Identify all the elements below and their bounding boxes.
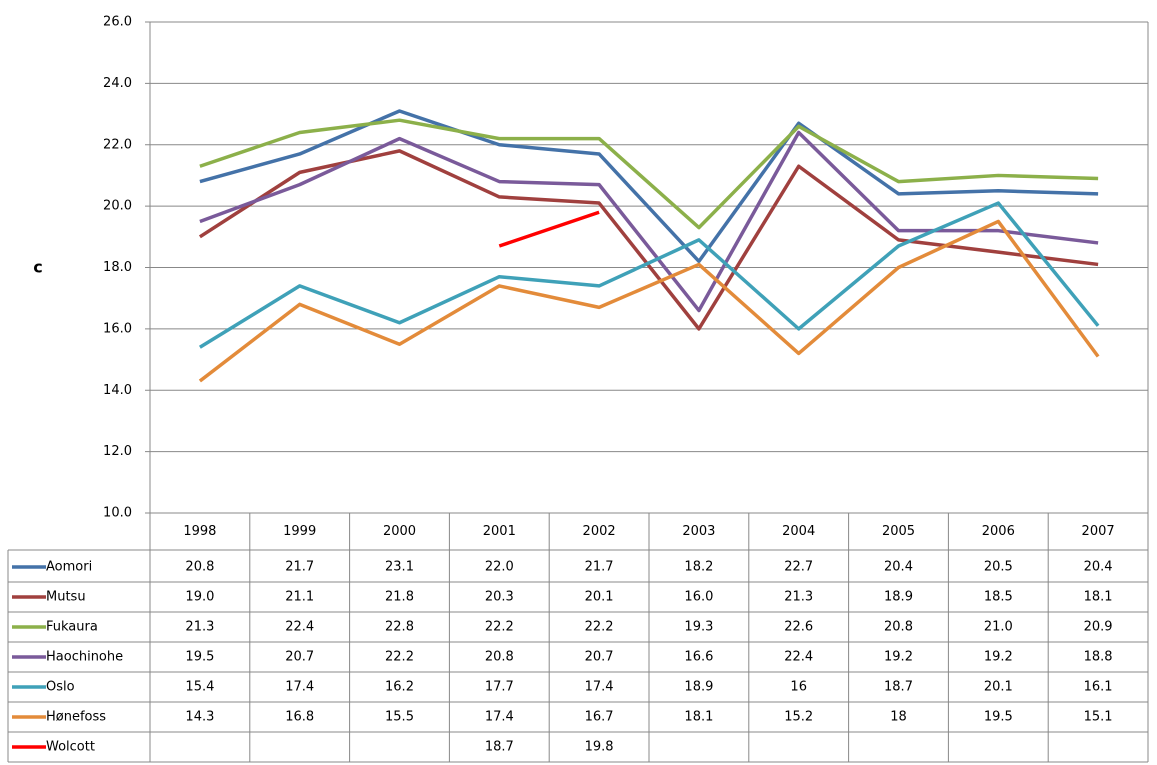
table-value: 22.2: [585, 620, 614, 635]
table-value: 22.4: [784, 650, 813, 665]
table-value: 21.7: [585, 560, 614, 575]
table-value: 19.0: [185, 590, 214, 605]
table-value: 17.4: [285, 680, 314, 695]
table-value: 16.0: [684, 590, 713, 605]
table-value: 18.2: [684, 560, 713, 575]
table-value: 19.2: [884, 650, 913, 665]
table-value: 18.9: [684, 680, 713, 695]
y-tick-label: 14.0: [103, 383, 132, 398]
table-value: 21.3: [784, 590, 813, 605]
table-value: 22.8: [385, 620, 414, 635]
x-tick-label: 2005: [882, 524, 915, 539]
table-value: 15.1: [1084, 710, 1113, 725]
table-value: 23.1: [385, 560, 414, 575]
table-value: 19.2: [984, 650, 1013, 665]
table-value: 21.1: [285, 590, 314, 605]
table-value: 14.3: [185, 710, 214, 725]
table-value: 22.4: [285, 620, 314, 635]
table-value: 21.7: [285, 560, 314, 575]
table-value: 15.4: [185, 680, 214, 695]
x-tick-label: 2007: [1082, 524, 1115, 539]
legend-label: Oslo: [46, 680, 75, 695]
table-value: 17.7: [485, 680, 514, 695]
y-tick-label: 24.0: [103, 76, 132, 91]
table-value: 22.7: [784, 560, 813, 575]
series-line: [199, 118, 1099, 230]
table-value: 20.7: [285, 650, 314, 665]
table-value: 19.5: [984, 710, 1013, 725]
table-value: 17.4: [485, 710, 514, 725]
table-value: 22.0: [485, 560, 514, 575]
legend-label: Fukaura: [46, 620, 98, 635]
y-tick-label: 12.0: [103, 444, 132, 459]
series-line: [199, 130, 1099, 313]
series-line: [498, 210, 600, 248]
x-tick-label: 2002: [583, 524, 616, 539]
table-value: 15.2: [784, 710, 813, 725]
table-value: 16.8: [285, 710, 314, 725]
table-value: 19.8: [585, 740, 614, 755]
table-value: 20.4: [884, 560, 913, 575]
x-tick-label: 2003: [682, 524, 715, 539]
table-value: 18.1: [1084, 590, 1113, 605]
table-value: 19.5: [185, 650, 214, 665]
table-value: 16: [790, 680, 807, 695]
x-tick-label: 2001: [483, 524, 516, 539]
table-value: 16.2: [385, 680, 414, 695]
table-value: 16.7: [585, 710, 614, 725]
series-line: [198, 219, 1100, 383]
table-value: 17.4: [585, 680, 614, 695]
table-value: 18.7: [485, 740, 514, 755]
table-value: 16.1: [1084, 680, 1113, 695]
table-value: 20.3: [485, 590, 514, 605]
legend-label: Mutsu: [46, 590, 86, 605]
table-value: 18.1: [684, 710, 713, 725]
table-value: 18.9: [884, 590, 913, 605]
table-value: 20.5: [984, 560, 1013, 575]
series-line: [199, 109, 1099, 264]
x-tick-label: 2004: [782, 524, 815, 539]
table-value: 22.6: [784, 620, 813, 635]
x-tick-label: 2006: [982, 524, 1015, 539]
table-value: 18: [890, 710, 907, 725]
table-value: 16.6: [684, 650, 713, 665]
y-tick-label: 26.0: [103, 15, 132, 30]
table-value: 20.9: [1084, 620, 1113, 635]
table-value: 21.8: [385, 590, 414, 605]
legend-label: Hønefoss: [46, 710, 106, 725]
y-tick-label: 18.0: [103, 260, 132, 275]
y-tick-label: 22.0: [103, 137, 132, 152]
table-value: 20.8: [884, 620, 913, 635]
table-value: 22.2: [485, 620, 514, 635]
table-value: 20.7: [585, 650, 614, 665]
y-tick-label: 20.0: [103, 199, 132, 214]
table-value: 21.3: [185, 620, 214, 635]
y-tick-label: 10.0: [103, 506, 132, 521]
y-axis-label: c: [33, 258, 42, 277]
table-value: 19.3: [684, 620, 713, 635]
x-tick-label: 1999: [283, 524, 316, 539]
series-line: [198, 201, 1100, 349]
table-value: 22.2: [385, 650, 414, 665]
table-value: 18.7: [884, 680, 913, 695]
x-tick-label: 2000: [383, 524, 416, 539]
x-tick-label: 1998: [183, 524, 216, 539]
table-value: 18.5: [984, 590, 1013, 605]
table-value: 20.1: [585, 590, 614, 605]
legend-label: Haochinohe: [46, 650, 123, 665]
table-value: 20.8: [485, 650, 514, 665]
table-value: 18.8: [1084, 650, 1113, 665]
legend-label: Wolcott: [46, 740, 95, 755]
table-value: 20.4: [1084, 560, 1113, 575]
table-value: 20.1: [984, 680, 1013, 695]
table-value: 20.8: [185, 560, 214, 575]
table-value: 15.5: [385, 710, 414, 725]
table-value: 21.0: [984, 620, 1013, 635]
legend-label: Aomori: [46, 560, 92, 575]
y-tick-label: 16.0: [103, 321, 132, 336]
